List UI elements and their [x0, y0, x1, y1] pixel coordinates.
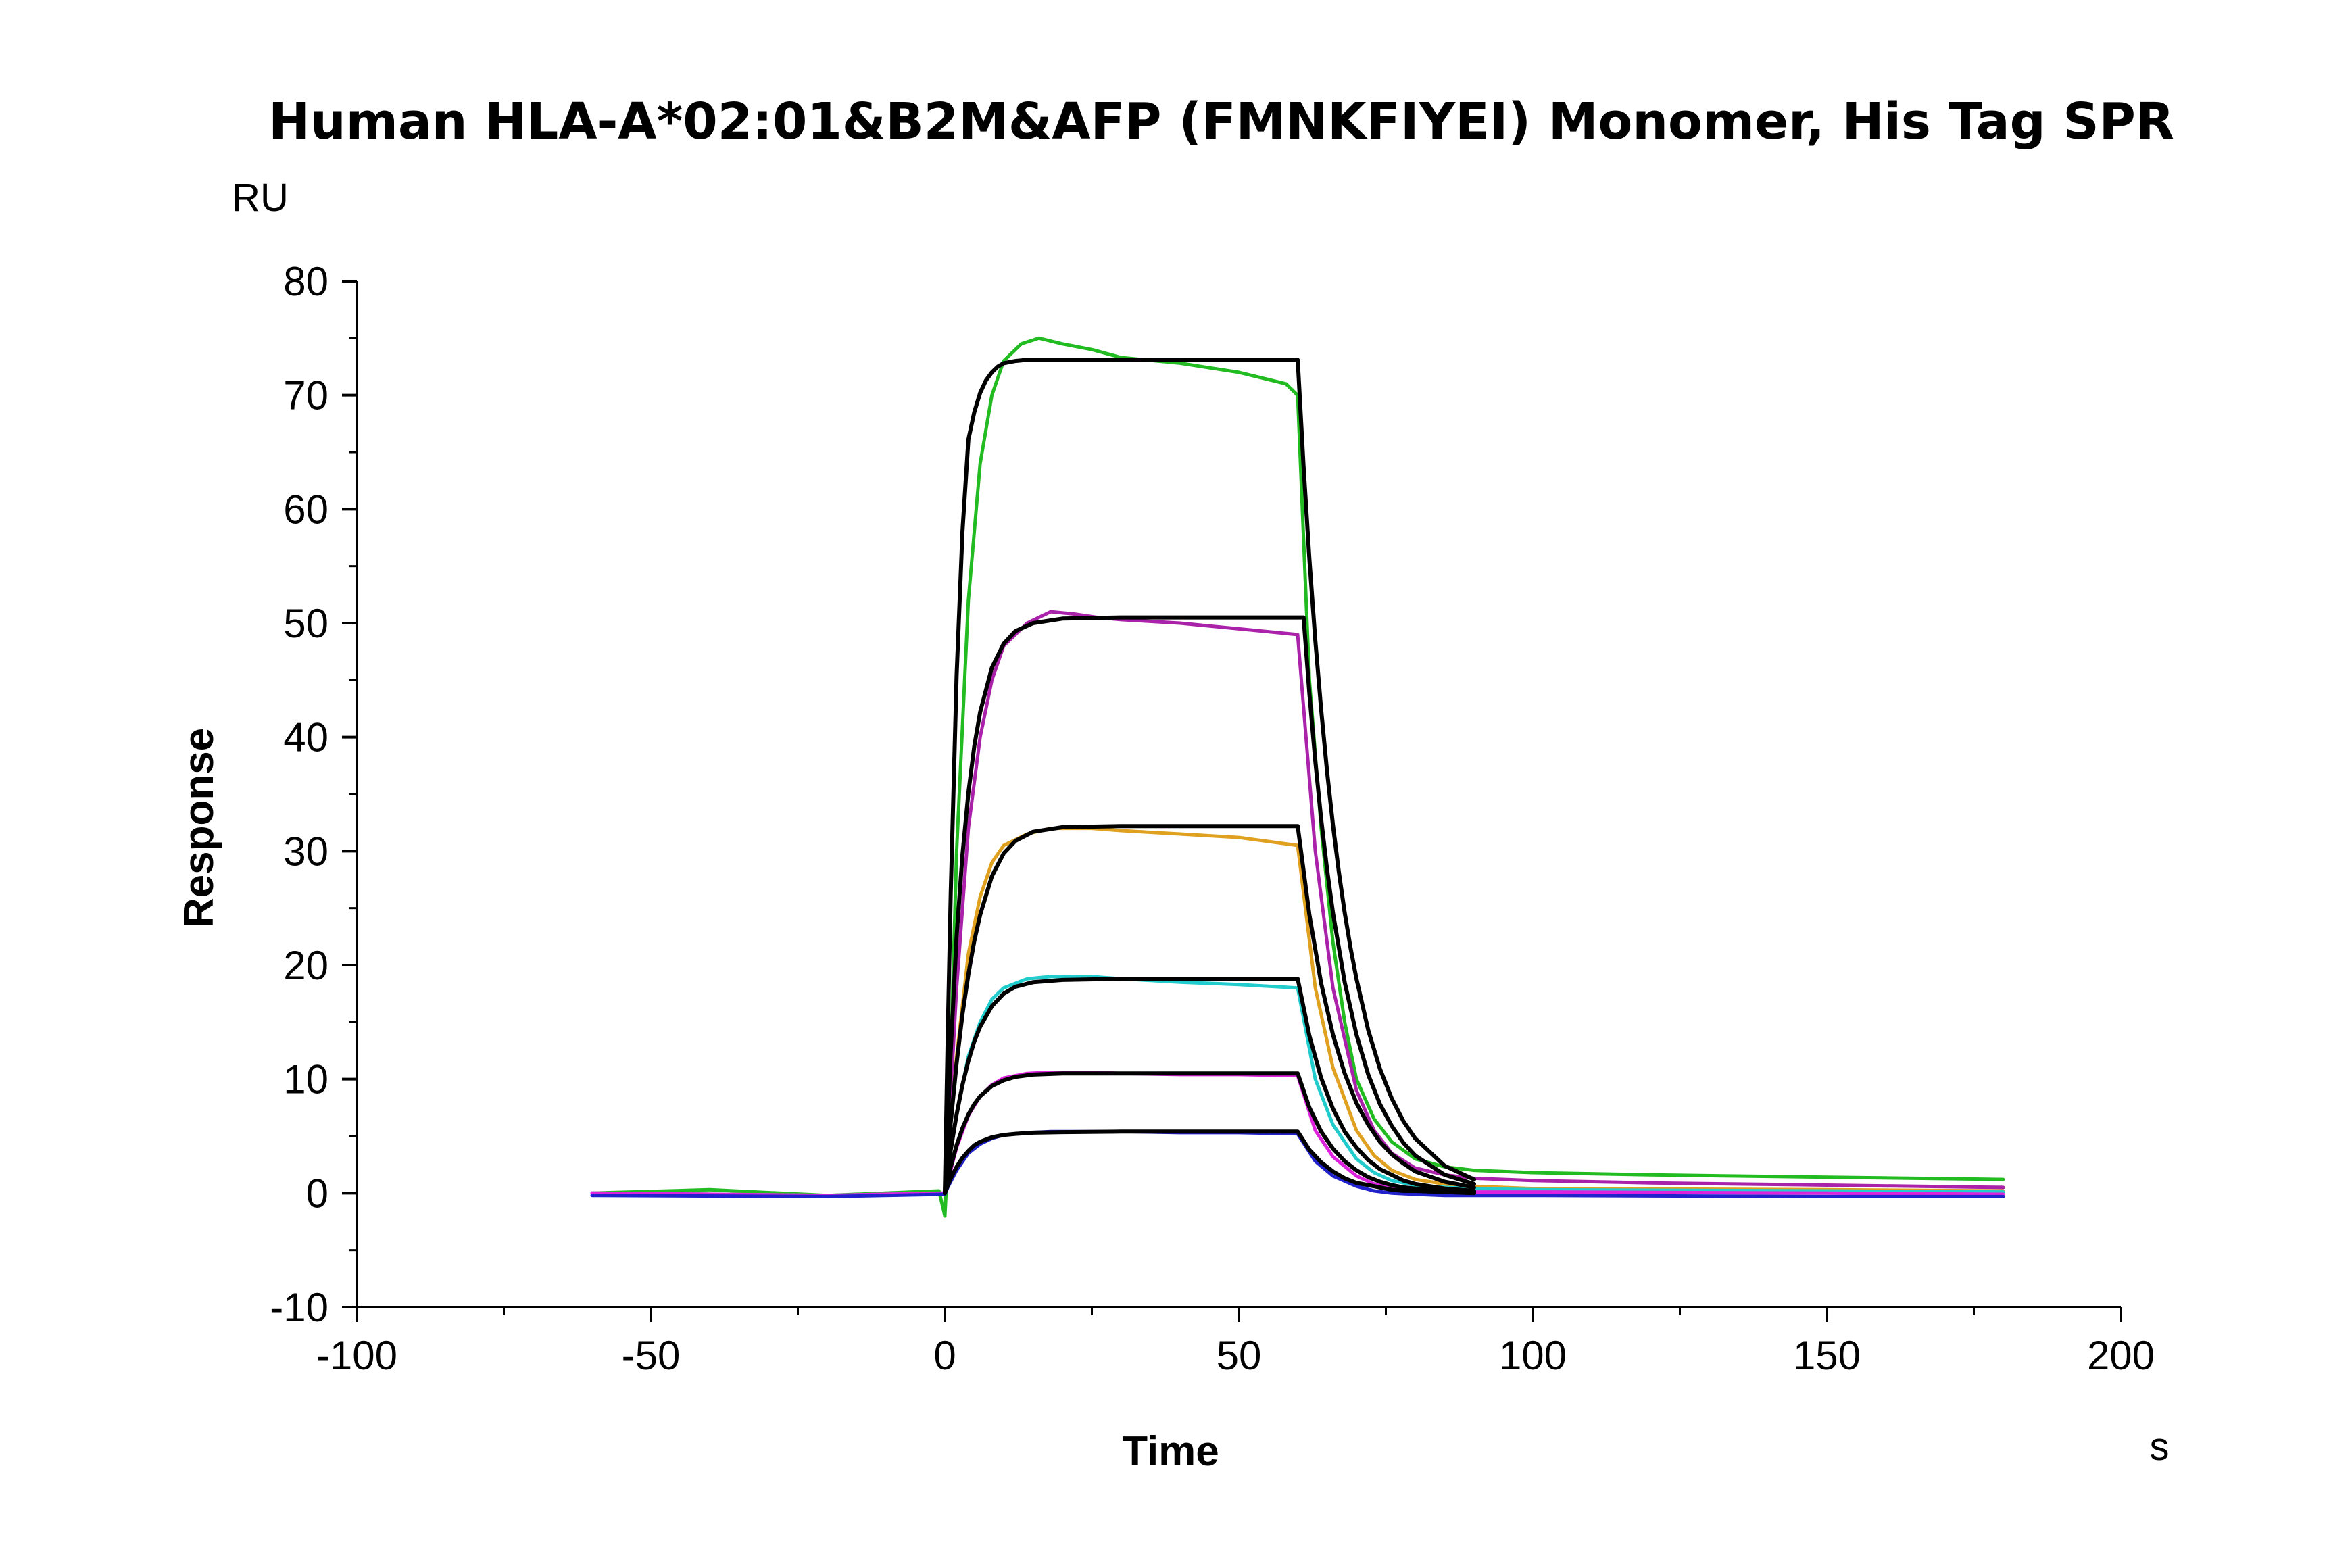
x-tick-label: -100: [316, 1333, 397, 1378]
y-tick-label: 30: [283, 829, 328, 874]
x-axis-label: Time: [1122, 1428, 1219, 1475]
response-curve-3: [590, 975, 2005, 1198]
fit-curve-11: [943, 1129, 1476, 1196]
x-tick-label: 150: [1793, 1333, 1861, 1378]
y-tick-label: 50: [283, 601, 328, 646]
series-group: [590, 336, 2005, 1218]
y-tick-label: 60: [283, 487, 328, 532]
x-tick-label: 100: [1499, 1333, 1567, 1378]
y-tick-label: 80: [283, 259, 328, 304]
x-unit-label: s: [2150, 1425, 2170, 1469]
x-tick-label: 200: [2087, 1333, 2155, 1378]
fit-curve-9: [943, 977, 1476, 1196]
fit-curve-7: [943, 615, 1476, 1196]
y-tick-label: 70: [283, 373, 328, 418]
y-tick-label: 40: [283, 715, 328, 760]
response-curve-0: [590, 336, 2005, 1218]
y-unit-label: RU: [232, 176, 289, 220]
x-tick-label: 50: [1217, 1333, 1262, 1378]
fit-curve-8: [943, 824, 1476, 1196]
response-curve-1: [590, 610, 2005, 1198]
fit-curve-10: [943, 1071, 1476, 1196]
y-tick-label: -10: [270, 1285, 328, 1330]
y-tick-label: 0: [306, 1171, 328, 1216]
y-tick-label: 20: [283, 943, 328, 988]
x-tick-label: 0: [933, 1333, 956, 1378]
x-tick-label: -50: [622, 1333, 681, 1378]
fit-curve-6: [943, 358, 1476, 1196]
response-curve-2: [590, 827, 2005, 1198]
y-tick-label: 10: [283, 1057, 328, 1102]
response-curve-5: [590, 1129, 2005, 1198]
chart-title: Human HLA-A*02:01&B2M&AFP (FMNKFIYEI) Mo…: [268, 93, 2174, 151]
y-axis-label: Response: [176, 728, 222, 928]
